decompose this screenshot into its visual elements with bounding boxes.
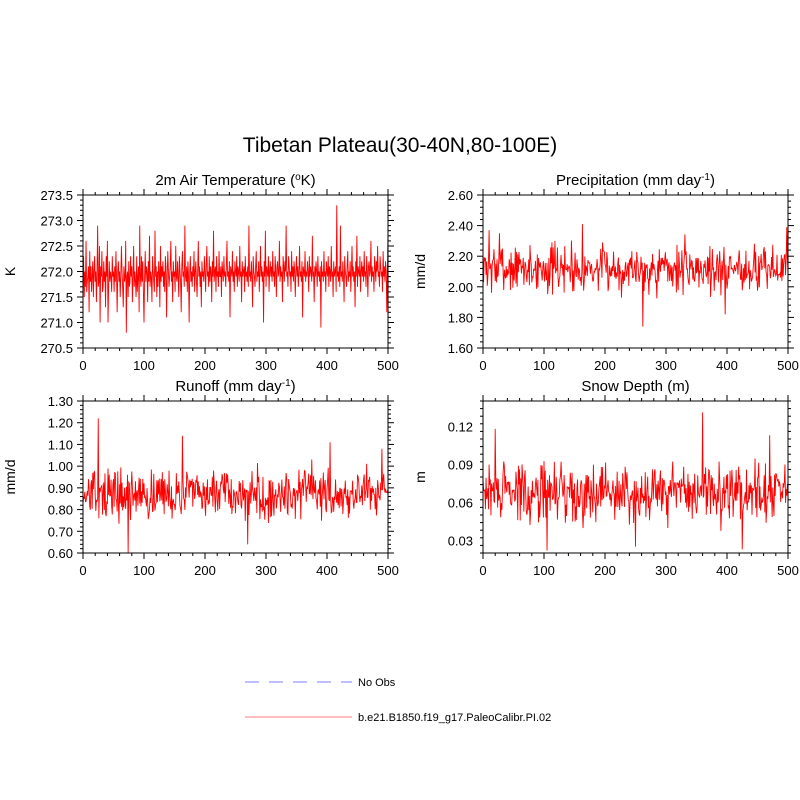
legend-no-obs-label: No Obs	[358, 677, 396, 689]
y-tick-label: 0.80	[48, 503, 73, 518]
panel-4: Snow Depth (m)m0 100 200 300 400 5000.030.060…	[412, 378, 799, 578]
panel-4-title: Snow Depth (m)	[581, 378, 689, 395]
x-tick-label: 500	[377, 358, 399, 373]
panel-2-series-line	[482, 224, 789, 327]
panel-4-y-axis: 0.03 0.06 0.09 0.12	[448, 400, 791, 554]
x-tick-label: 400	[316, 563, 338, 578]
figure-title: Tibetan Plateau(30-40N,80-100E)	[243, 134, 557, 157]
panel-3-ylabel: mm/d	[2, 460, 18, 495]
x-tick-label: 100	[133, 563, 155, 578]
y-tick-label: 1.00	[48, 459, 73, 474]
x-tick-label: 0	[479, 358, 486, 373]
x-tick-label: 300	[255, 563, 277, 578]
x-tick-label: 200	[194, 358, 216, 373]
x-tick-label: 200	[594, 358, 616, 373]
y-tick-label: 2.00	[448, 280, 473, 295]
y-tick-label: 2.20	[448, 249, 473, 264]
y-tick-label: 0.09	[448, 457, 473, 472]
panel-4-ylabel: m	[412, 471, 428, 483]
y-tick-label: 0.90	[48, 481, 73, 496]
y-tick-label: 1.80	[448, 310, 473, 325]
panel-1-series-line	[82, 205, 389, 333]
panel-2-title: Precipitation (mm day-1)	[556, 172, 715, 190]
panel-1-title: 2m Air Temperature (oK)	[155, 172, 315, 190]
x-tick-label: 400	[716, 563, 738, 578]
y-tick-label: 1.20	[48, 416, 73, 431]
y-tick-label: 273.5	[40, 188, 73, 203]
legend: No Obs b.e21.B1850.f19_g17.PaleoCalibr.P…	[245, 677, 551, 724]
y-tick-label: 1.10	[48, 437, 73, 452]
panel-4-x-axis: 0 100 200 300 400 500	[479, 395, 799, 578]
x-tick-label: 400	[716, 358, 738, 373]
y-tick-label: 1.30	[48, 394, 73, 409]
y-tick-label: 270.5	[40, 341, 73, 356]
panel-2-x-axis: 0 100 200 300 400 500	[479, 189, 799, 373]
x-tick-label: 300	[655, 358, 677, 373]
y-tick-label: 271.0	[40, 316, 73, 331]
panel-2-frame	[482, 194, 789, 349]
panel-3-title: Runoff (mm day-1)	[175, 378, 295, 396]
legend-model-label: b.e21.B1850.f19_g17.PaleoCalibr.PI.02	[358, 712, 551, 724]
y-tick-label: 0.06	[448, 495, 473, 510]
panel-1: 2m Air Temperature (oK) K 0 100 200 300 400 500…	[2, 172, 399, 374]
y-tick-label: 0.12	[448, 419, 473, 434]
x-tick-label: 500	[777, 358, 799, 373]
x-tick-label: 0	[479, 563, 486, 578]
panel-3-y-axis: 0.60 0.70 0.80 0.90 1.00 1.10 1.20 1.30	[48, 394, 394, 561]
x-tick-label: 300	[255, 358, 277, 373]
x-tick-label: 100	[533, 358, 555, 373]
panel-2-y-axis: 1.60 1.80 2.00 2.20 2.40 2.60	[448, 188, 794, 356]
panel-3-x-axis: 0 100 200 300 400 500	[79, 395, 399, 578]
y-tick-label: 0.03	[448, 533, 473, 548]
y-tick-label: 1.60	[448, 341, 473, 356]
panel-3-series-line	[82, 418, 389, 554]
x-tick-label: 200	[594, 563, 616, 578]
x-tick-label: 400	[316, 358, 338, 373]
panel-2-ylabel: mm/d	[412, 254, 428, 289]
panel-4-series-line	[482, 412, 789, 551]
x-tick-label: 0	[79, 563, 86, 578]
y-tick-label: 271.5	[40, 290, 73, 305]
y-tick-label: 2.60	[448, 188, 473, 203]
panel-1-y-axis: 270.5 271.0 271.5 272.0 272.5 273.0 273.5	[40, 188, 394, 356]
y-tick-label: 2.40	[448, 219, 473, 234]
y-tick-label: 273.0	[40, 214, 73, 229]
panel-3: Runoff (mm day-1) mm/d 0 100 200 300 400 500 0.6…	[2, 378, 399, 579]
panel-2: Precipitation (mm day-1) mm/d 0 100 200 300 40…	[412, 172, 799, 374]
y-tick-label: 272.0	[40, 265, 73, 280]
panel-1-ylabel: K	[2, 266, 18, 276]
panel-1-x-axis: 0 100 200 300 400 500	[79, 189, 399, 373]
x-tick-label: 100	[133, 358, 155, 373]
x-tick-label: 0	[79, 358, 86, 373]
y-tick-label: 272.5	[40, 239, 73, 254]
x-tick-label: 100	[533, 563, 555, 578]
x-tick-label: 300	[655, 563, 677, 578]
x-tick-label: 500	[777, 563, 799, 578]
x-tick-label: 500	[377, 563, 399, 578]
panel-3-frame	[82, 400, 389, 554]
x-tick-label: 200	[194, 563, 216, 578]
y-tick-label: 0.70	[48, 524, 73, 539]
y-tick-label: 0.60	[48, 546, 73, 561]
